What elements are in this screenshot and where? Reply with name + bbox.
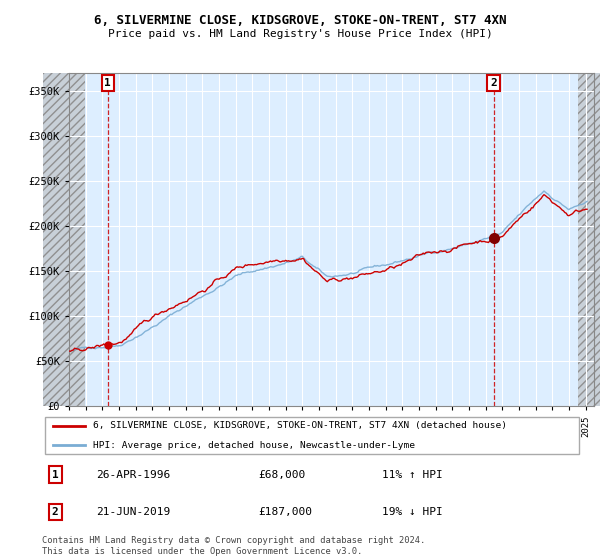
- Text: £187,000: £187,000: [258, 507, 312, 517]
- Text: 11% ↑ HPI: 11% ↑ HPI: [382, 470, 443, 479]
- Text: Price paid vs. HM Land Registry's House Price Index (HPI): Price paid vs. HM Land Registry's House …: [107, 29, 493, 39]
- Text: 19% ↓ HPI: 19% ↓ HPI: [382, 507, 443, 517]
- Text: 1: 1: [104, 78, 111, 88]
- Bar: [43, 73, 85, 406]
- Text: Contains HM Land Registry data © Crown copyright and database right 2024.
This d: Contains HM Land Registry data © Crown c…: [42, 536, 425, 556]
- Text: 26-APR-1996: 26-APR-1996: [96, 470, 170, 479]
- Text: 6, SILVERMINE CLOSE, KIDSGROVE, STOKE-ON-TRENT, ST7 4XN: 6, SILVERMINE CLOSE, KIDSGROVE, STOKE-ON…: [94, 14, 506, 27]
- Text: HPI: Average price, detached house, Newcastle-under-Lyme: HPI: Average price, detached house, Newc…: [94, 441, 415, 450]
- Text: 6, SILVERMINE CLOSE, KIDSGROVE, STOKE-ON-TRENT, ST7 4XN (detached house): 6, SILVERMINE CLOSE, KIDSGROVE, STOKE-ON…: [94, 421, 508, 430]
- Text: 21-JUN-2019: 21-JUN-2019: [96, 507, 170, 517]
- Text: 1: 1: [52, 470, 58, 479]
- Bar: [578, 73, 600, 406]
- Text: £68,000: £68,000: [258, 470, 305, 479]
- Text: 2: 2: [52, 507, 58, 517]
- Text: 2: 2: [490, 78, 497, 88]
- FancyBboxPatch shape: [45, 417, 580, 454]
